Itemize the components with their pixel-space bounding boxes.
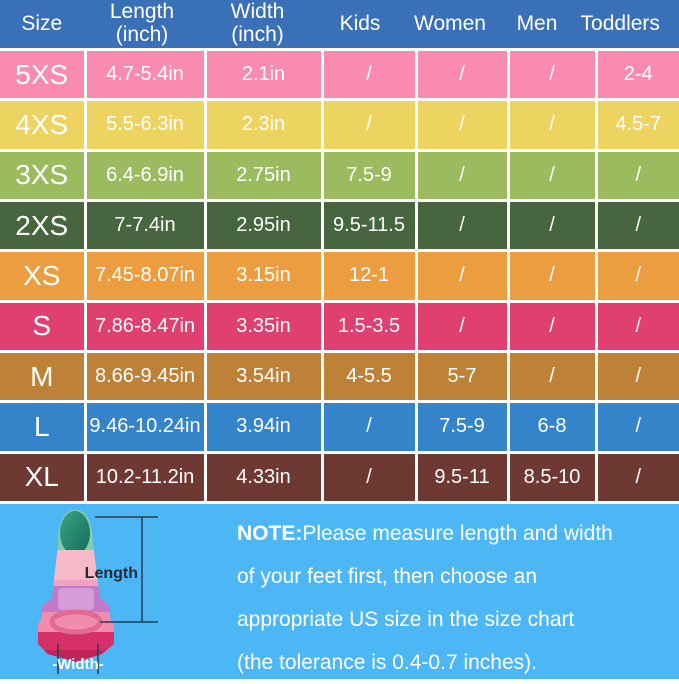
value-cell: / xyxy=(510,303,595,350)
value-cell: 1.5-3.5 xyxy=(324,303,415,350)
value-cell: 12-1 xyxy=(324,252,415,299)
value-cell: / xyxy=(324,403,415,450)
size-cell: L xyxy=(0,403,84,450)
column-header-size: Size xyxy=(0,13,84,36)
size-cell: XL xyxy=(0,454,84,501)
value-cell: 5-7 xyxy=(418,353,507,400)
value-cell: 2.95in xyxy=(207,202,321,249)
value-cell: / xyxy=(418,202,507,249)
value-cell: / xyxy=(598,353,679,400)
value-cell: 6-8 xyxy=(510,403,595,450)
size-cell: XS xyxy=(0,252,84,299)
size-cell: 4XS xyxy=(0,101,84,148)
value-cell: / xyxy=(510,353,595,400)
value-cell: / xyxy=(324,51,415,98)
value-cell: 5.5-6.3in xyxy=(87,101,204,148)
value-cell: 2.75in xyxy=(207,152,321,199)
value-cell: 7.45-8.07in xyxy=(87,252,204,299)
column-header-women: Women xyxy=(406,13,495,36)
value-cell: 2-4 xyxy=(598,51,679,98)
value-cell: / xyxy=(510,152,595,199)
swim-fin-image xyxy=(30,506,150,677)
value-cell: / xyxy=(598,152,679,199)
value-cell: / xyxy=(418,101,507,148)
column-header-length: Length(inch) xyxy=(84,1,201,46)
note-line: of your feet first, then choose an xyxy=(237,555,667,598)
note-line: (the tolerance is 0.4-0.7 inches). xyxy=(237,641,667,684)
width-label: -Width- xyxy=(52,656,104,673)
value-cell: 9.5-11.5 xyxy=(324,202,415,249)
value-cell: 4.5-7 xyxy=(598,101,679,148)
value-cell: / xyxy=(418,303,507,350)
value-cell: 6.4-6.9in xyxy=(87,152,204,199)
value-cell: / xyxy=(510,252,595,299)
value-cell: 7.5-9 xyxy=(418,403,507,450)
value-cell: 3.15in xyxy=(207,252,321,299)
value-cell: 3.94in xyxy=(207,403,321,450)
value-cell: / xyxy=(418,152,507,199)
value-cell: 10.2-11.2in xyxy=(87,454,204,501)
column-header-width: Width(inch) xyxy=(201,1,315,46)
value-cell: 9.5-11 xyxy=(418,454,507,501)
value-cell: / xyxy=(598,303,679,350)
note-text: NOTE:Please measure length and width of … xyxy=(237,512,667,684)
note-label: NOTE: xyxy=(237,522,302,545)
length-label: Length xyxy=(85,565,138,582)
column-header-kids: Kids xyxy=(315,13,406,36)
note-line: appropriate US size in the size chart xyxy=(237,598,667,641)
value-cell: / xyxy=(598,202,679,249)
size-cell: M xyxy=(0,353,84,400)
value-cell: 8.5-10 xyxy=(510,454,595,501)
value-cell: / xyxy=(418,252,507,299)
value-cell: 7.5-9 xyxy=(324,152,415,199)
value-cell: / xyxy=(418,51,507,98)
value-cell: 3.54in xyxy=(207,353,321,400)
value-cell: 9.46-10.24in xyxy=(87,403,204,450)
value-cell: 4-5.5 xyxy=(324,353,415,400)
value-cell: / xyxy=(510,202,595,249)
value-cell: 7-7.4in xyxy=(87,202,204,249)
note-line: NOTE:Please measure length and width xyxy=(237,512,667,555)
size-cell: 2XS xyxy=(0,202,84,249)
value-cell: 7.86-8.47in xyxy=(87,303,204,350)
value-cell: 4.33in xyxy=(207,454,321,501)
value-cell: 4.7-5.4in xyxy=(87,51,204,98)
size-cell: S xyxy=(0,303,84,350)
column-header-toddlers: Toddlers xyxy=(580,13,662,36)
value-cell: 8.66-9.45in xyxy=(87,353,204,400)
value-cell: / xyxy=(510,101,595,148)
column-header-men: Men xyxy=(495,13,580,36)
value-cell: 3.35in xyxy=(207,303,321,350)
value-cell: / xyxy=(510,51,595,98)
size-cell: 3XS xyxy=(0,152,84,199)
value-cell: / xyxy=(598,454,679,501)
value-cell: / xyxy=(324,454,415,501)
size-cell: 5XS xyxy=(0,51,84,98)
value-cell: 2.1in xyxy=(207,51,321,98)
value-cell: 2.3in xyxy=(207,101,321,148)
footer-note-section: Length -Width- NOTE:Please measure lengt… xyxy=(0,504,679,679)
value-cell: / xyxy=(598,252,679,299)
value-cell: / xyxy=(598,403,679,450)
value-cell: / xyxy=(324,101,415,148)
fin-measurement-illustration: Length -Width- xyxy=(30,506,210,677)
